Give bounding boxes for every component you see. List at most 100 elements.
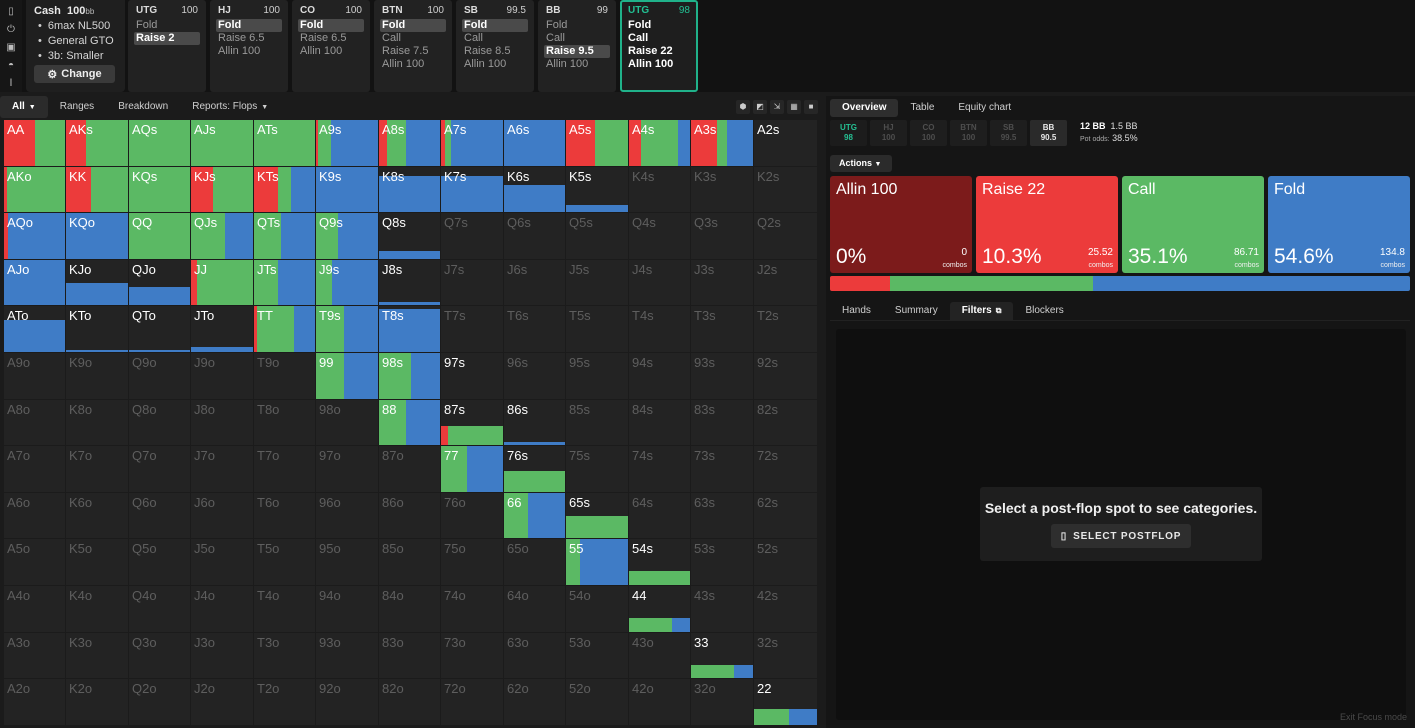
save-icon[interactable]: ▣ (6, 42, 16, 53)
position-action[interactable]: Allin 100 (546, 58, 589, 70)
hand-cell-84s[interactable]: 84s (629, 399, 690, 446)
cube-icon[interactable]: ⬢ (736, 100, 750, 114)
hand-cell-J8s[interactable]: J8s (379, 259, 440, 306)
hand-cell-T2s[interactable]: T2s (754, 306, 817, 352)
position-action[interactable]: Allin 100 (300, 45, 343, 57)
power-icon[interactable]: ⏻ (7, 24, 15, 35)
bookmark-icon[interactable]: ▯ (8, 6, 14, 17)
contrast-icon[interactable]: ◩ (753, 100, 767, 114)
position-card-btn[interactable]: BTN 100 Fold Call Raise 7.5 Allin 100 (374, 0, 452, 92)
hand-cell-94s[interactable]: 94s (629, 353, 690, 399)
hand-cell-99[interactable]: 99 (316, 353, 378, 399)
hand-cell-AJo[interactable]: AJo (4, 259, 65, 306)
hand-cell-32o[interactable]: 32o (691, 679, 753, 725)
hand-cell-96s[interactable]: 96s (504, 353, 565, 399)
hand-cell-43s[interactable]: 43s (691, 586, 753, 632)
hand-cell-Q4s[interactable]: Q4s (629, 213, 690, 259)
grid-icon[interactable]: ▦ (787, 100, 801, 114)
hand-cell-A7o[interactable]: A7o (4, 446, 65, 492)
hand-cell-J8o[interactable]: J8o (191, 399, 253, 446)
position-action[interactable]: Fold (136, 19, 158, 31)
hand-cell-83o[interactable]: 83o (379, 632, 440, 679)
hand-cell-K3o[interactable]: K3o (66, 632, 128, 679)
hand-cell-66[interactable]: 66 (504, 492, 565, 539)
hand-cell-JJ[interactable]: JJ (191, 259, 253, 306)
hand-cell-86s[interactable]: 86s (504, 399, 565, 446)
hand-cell-T5o[interactable]: T5o (254, 539, 315, 585)
hand-cell-84o[interactable]: 84o (379, 586, 440, 632)
action-card-raise[interactable]: Raise 22 10.3% 25.52 combos (976, 176, 1118, 273)
hand-cell-75s[interactable]: 75s (566, 446, 628, 492)
gamepad-icon[interactable]: ◓ (7, 60, 15, 71)
position-action[interactable]: Raise 9.5 (544, 45, 610, 58)
position-action[interactable]: Allin 100 (628, 58, 674, 70)
hand-cell-T4s[interactable]: T4s (629, 306, 690, 352)
hand-cell-Q5s[interactable]: Q5s (566, 213, 628, 259)
hand-cell-T3o[interactable]: T3o (254, 632, 315, 679)
hand-cell-T2o[interactable]: T2o (254, 679, 315, 725)
hand-cell-K8o[interactable]: K8o (66, 399, 128, 446)
hand-cell-82o[interactable]: 82o (379, 679, 440, 725)
hand-cell-KTo[interactable]: KTo (66, 306, 128, 352)
hand-cell-92o[interactable]: 92o (316, 679, 378, 725)
hand-cell-KJs[interactable]: KJs (191, 166, 253, 213)
tab-all[interactable]: All ▼ (0, 96, 48, 118)
hand-cell-J9o[interactable]: J9o (191, 353, 253, 399)
hand-cell-J2s[interactable]: J2s (754, 259, 817, 306)
hand-cell-92s[interactable]: 92s (754, 353, 817, 399)
hand-cell-42o[interactable]: 42o (629, 679, 690, 725)
hand-cell-52s[interactable]: 52s (754, 539, 817, 585)
hand-cell-T3s[interactable]: T3s (691, 306, 753, 352)
select-postflop-button[interactable]: ▯ SELECT POSTFLOP (1050, 524, 1192, 548)
hand-cell-J5s[interactable]: J5s (566, 259, 628, 306)
hand-cell-85s[interactable]: 85s (566, 399, 628, 446)
position-action[interactable]: Fold (380, 19, 446, 32)
position-action[interactable]: Raise 8.5 (464, 45, 511, 57)
hand-cell-96o[interactable]: 96o (316, 492, 378, 539)
hand-cell-62s[interactable]: 62s (754, 492, 817, 539)
hand-cell-Q8o[interactable]: Q8o (129, 399, 190, 446)
hand-cell-Q7s[interactable]: Q7s (441, 213, 503, 259)
hand-cell-98s[interactable]: 98s (379, 353, 440, 399)
hand-cell-K3s[interactable]: K3s (691, 166, 753, 213)
hand-cell-93s[interactable]: 93s (691, 353, 753, 399)
hand-cell-A8o[interactable]: A8o (4, 399, 65, 446)
position-action[interactable]: Allin 100 (382, 58, 425, 70)
hand-cell-Q2s[interactable]: Q2s (754, 213, 817, 259)
tab-table[interactable]: Table (910, 102, 935, 113)
hand-cell-KQs[interactable]: KQs (129, 166, 190, 213)
hand-cell-K9o[interactable]: K9o (66, 353, 128, 399)
position-action[interactable]: Call (628, 32, 649, 44)
position-card-co[interactable]: CO 100 Fold Raise 6.5 Allin 100 (292, 0, 370, 92)
hand-cell-QJo[interactable]: QJo (129, 259, 190, 306)
hand-cell-97s[interactable]: 97s (441, 353, 503, 399)
hand-cell-KTs[interactable]: KTs (254, 166, 315, 213)
hand-cell-A9o[interactable]: A9o (4, 353, 65, 399)
position-action[interactable]: Fold (628, 19, 652, 31)
hand-cell-T7s[interactable]: T7s (441, 306, 503, 352)
hand-cell-75o[interactable]: 75o (441, 539, 503, 585)
hand-cell-Q3o[interactable]: Q3o (129, 632, 190, 679)
seat-utg[interactable]: UTG 98 (830, 120, 867, 146)
hand-cell-53o[interactable]: 53o (566, 632, 628, 679)
hand-cell-Q8s[interactable]: Q8s (379, 213, 440, 259)
hand-cell-22[interactable]: 22 (754, 679, 817, 725)
hand-cell-63o[interactable]: 63o (504, 632, 565, 679)
text-cursor-icon[interactable]: Ⅰ (9, 78, 13, 89)
hand-cell-87o[interactable]: 87o (379, 446, 440, 492)
hand-cell-64s[interactable]: 64s (629, 492, 690, 539)
tab-blockers[interactable]: Blockers (1025, 305, 1064, 316)
position-action[interactable]: Raise 6.5 (218, 32, 265, 44)
position-action[interactable]: Raise 6.5 (300, 32, 347, 44)
hand-cell-T9s[interactable]: T9s (316, 306, 378, 352)
hand-cell-T4o[interactable]: T4o (254, 586, 315, 632)
position-action[interactable]: Raise 2 (134, 32, 200, 45)
hand-cell-Q6o[interactable]: Q6o (129, 492, 190, 539)
hand-cell-K5s[interactable]: K5s (566, 166, 628, 213)
hand-cell-55[interactable]: 55 (566, 539, 628, 585)
position-action[interactable]: Call (464, 32, 483, 44)
hand-cell-AA[interactable]: AA (4, 120, 65, 166)
square-icon[interactable]: ■ (804, 100, 818, 114)
hand-cell-72o[interactable]: 72o (441, 679, 503, 725)
hand-cell-62o[interactable]: 62o (504, 679, 565, 725)
